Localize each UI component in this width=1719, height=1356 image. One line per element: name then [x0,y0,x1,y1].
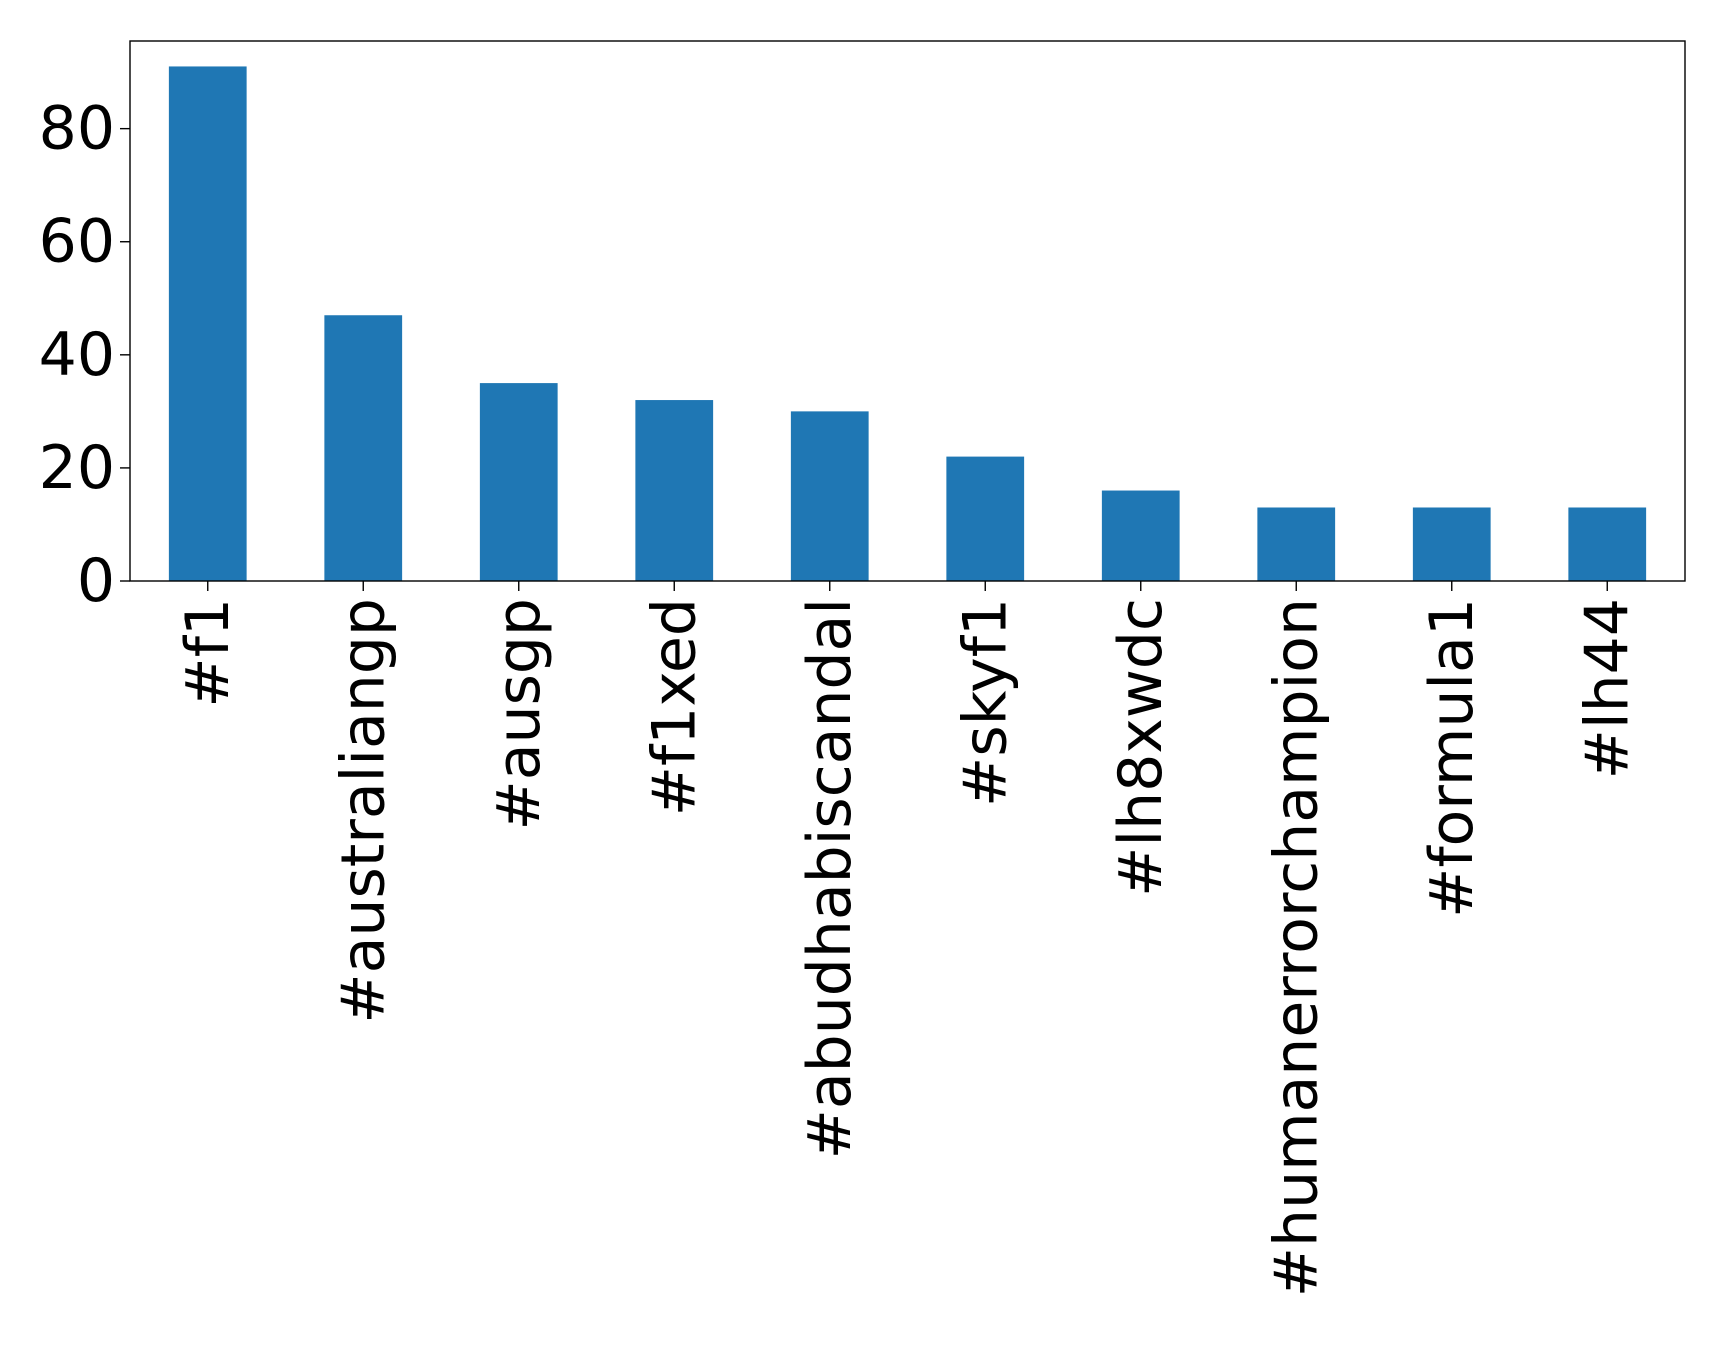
bar [168,66,247,582]
x-axis: #f1 #australiangp #ausgp #f1xed #abudhabisca… [173,581,1642,1297]
bar [324,315,403,581]
bar [946,456,1025,581]
bar [479,383,558,581]
y-tick-label: 40 [39,320,115,390]
x-tick-label: #lh44 [1572,598,1642,779]
x-tick-label: #lh8xwdc [1106,598,1176,897]
bar [1568,507,1647,581]
x-tick-label: #ausgp [484,598,554,831]
y-tick-label: 20 [39,433,115,503]
y-axis: 0 20 40 60 80 [39,94,130,616]
y-tick-label: 80 [39,94,115,164]
x-tick-label: #skyf1 [950,598,1020,807]
plot-frame [129,40,1686,582]
bar [1412,507,1491,581]
x-tick-label: #humanerrorchampion [1261,598,1331,1297]
x-tick-label: #australiangp [328,598,398,1024]
bar [1101,490,1180,581]
x-tick-label: #abudhabiscandal [795,598,865,1159]
bars-group [168,66,1647,582]
bar [635,400,714,581]
bar [790,411,869,581]
y-tick-label: 0 [77,546,115,616]
x-tick-label: #f1xed [639,598,709,816]
y-tick-label: 60 [39,207,115,277]
x-tick-label: #f1 [173,598,243,708]
x-tick-label: #formula1 [1417,598,1487,918]
bar [1257,507,1336,581]
